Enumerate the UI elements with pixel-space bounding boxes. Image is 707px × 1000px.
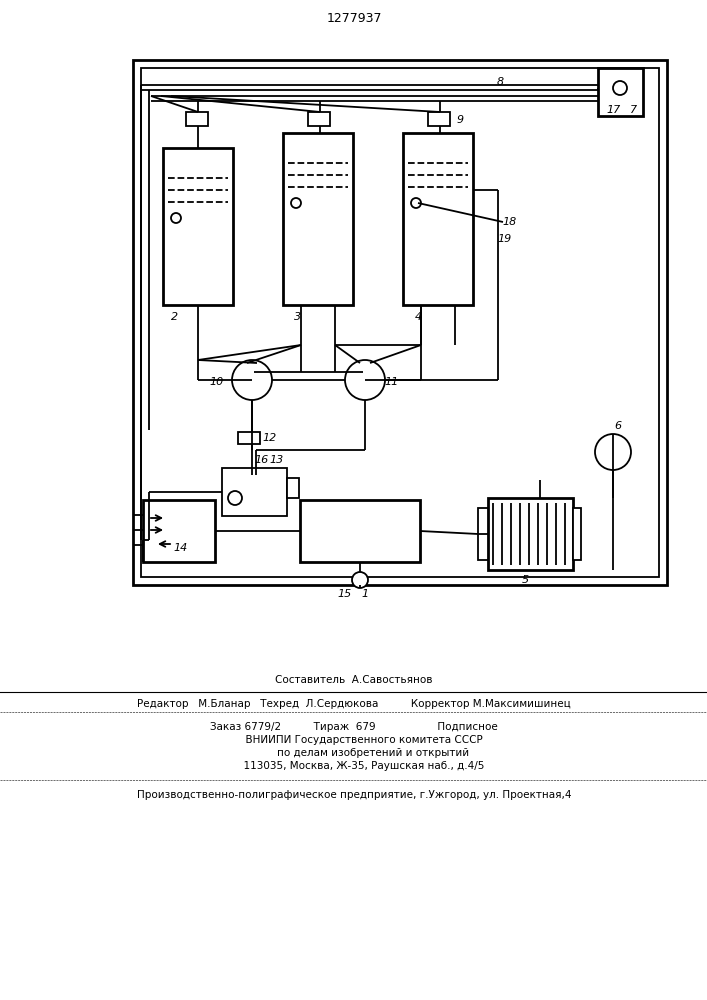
- Circle shape: [232, 360, 272, 400]
- Text: 12: 12: [263, 433, 277, 443]
- Text: 16: 16: [255, 455, 269, 465]
- Circle shape: [411, 198, 421, 208]
- Bar: [186, 112, 208, 126]
- Bar: [143, 500, 215, 562]
- Text: Заказ 6779/2          Тираж  679                   Подписное: Заказ 6779/2 Тираж 679 Подписное: [210, 722, 498, 732]
- Bar: [283, 133, 353, 305]
- Text: 19: 19: [498, 234, 512, 244]
- Text: 10: 10: [210, 377, 224, 387]
- Bar: [308, 112, 330, 126]
- Text: 13: 13: [270, 455, 284, 465]
- Text: 1: 1: [361, 589, 368, 599]
- Text: Редактор   М.Бланар   Техред  Л.Сердюкова          Корректор М.Максимишинец: Редактор М.Бланар Техред Л.Сердюкова Кор…: [137, 699, 571, 709]
- Bar: [238, 432, 260, 444]
- Text: 11: 11: [385, 377, 399, 387]
- Text: 5: 5: [522, 575, 529, 585]
- Bar: [287, 478, 299, 498]
- Circle shape: [291, 198, 301, 208]
- Bar: [133, 60, 667, 585]
- Bar: [403, 133, 473, 305]
- Text: Составитель  А.Савостьянов: Составитель А.Савостьянов: [275, 675, 433, 685]
- Text: 9: 9: [457, 115, 464, 125]
- Bar: [488, 498, 573, 570]
- Text: 14: 14: [174, 543, 188, 553]
- Text: 18: 18: [503, 217, 517, 227]
- Circle shape: [228, 491, 242, 505]
- Bar: [428, 112, 450, 126]
- Text: 17: 17: [607, 105, 621, 115]
- Bar: [141, 68, 659, 577]
- Text: по делам изобретений и открытий: по делам изобретений и открытий: [238, 748, 469, 758]
- Bar: [163, 148, 233, 305]
- Text: 113035, Москва, Ж-35, Раушская наб., д.4/5: 113035, Москва, Ж-35, Раушская наб., д.4…: [224, 761, 484, 771]
- Circle shape: [595, 434, 631, 470]
- Text: 7: 7: [631, 105, 638, 115]
- Text: ВНИИПИ Государственного комитета СССР: ВНИИПИ Государственного комитета СССР: [226, 735, 482, 745]
- Bar: [300, 500, 420, 562]
- Text: 4: 4: [414, 312, 421, 322]
- Text: 8: 8: [496, 77, 503, 87]
- Text: 15: 15: [338, 589, 352, 599]
- Bar: [478, 508, 488, 560]
- Circle shape: [352, 572, 368, 588]
- Text: 3: 3: [294, 312, 302, 322]
- Circle shape: [613, 81, 627, 95]
- Circle shape: [171, 213, 181, 223]
- Text: 2: 2: [171, 312, 179, 322]
- Bar: [573, 508, 581, 560]
- Bar: [598, 68, 643, 116]
- Bar: [222, 468, 287, 516]
- Circle shape: [345, 360, 385, 400]
- Text: Производственно-полиграфическое предприятие, г.Ужгород, ул. Проектная,4: Производственно-полиграфическое предприя…: [136, 790, 571, 800]
- Text: 6: 6: [614, 421, 621, 431]
- Text: 1277937: 1277937: [326, 11, 382, 24]
